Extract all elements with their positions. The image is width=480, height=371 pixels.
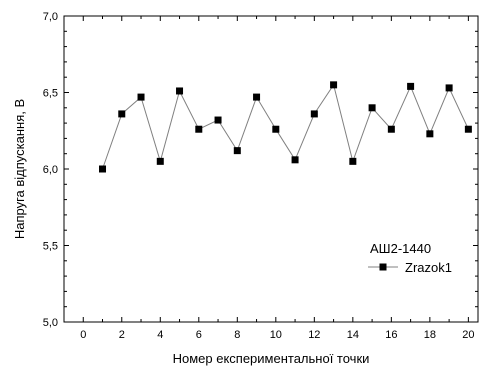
data-point [349,157,357,165]
data-point [445,84,453,92]
data-point [253,93,261,101]
data-point [176,87,184,95]
series-line [102,83,469,170]
data-point [99,165,107,173]
data-point [368,104,376,112]
x-tick-label: 2 [119,329,125,341]
series-layer [99,81,472,173]
x-tick-label: 16 [385,329,397,341]
data-point [310,110,318,118]
data-point [426,130,434,138]
x-tick-label: 6 [196,329,202,341]
tick-labels: 0 2 4 6 8 10 12 14 16 18 20 5,0 5,5 6,0 6,5 7,0 [43,11,475,341]
data-point [387,125,395,133]
data-point [464,125,472,133]
data-point [291,156,299,164]
x-tick-label: 12 [308,329,320,341]
x-tick-label: 0 [80,329,86,341]
legend-entry-zrazok1: Zrazok1 [405,260,452,275]
data-point [272,125,280,133]
y-tick-label: 5,5 [43,241,58,253]
data-point [214,116,222,124]
x-tick-label: 14 [347,329,359,341]
x-tick-label: 20 [462,329,474,341]
x-tick-label: 8 [234,329,240,341]
axis-ticks [63,15,478,323]
data-point [407,82,415,90]
legend-title: АШ2-1440 [370,241,431,256]
y-tick-label: 6,0 [43,164,58,176]
x-tick-label: 18 [424,329,436,341]
x-axis-title: Номер експериментальної точки [173,351,370,366]
y-tick-label: 5,0 [43,317,58,329]
legend-marker [379,263,387,271]
x-tick-label: 4 [157,329,163,341]
data-point [330,81,338,89]
y-tick-label: 6,5 [43,88,58,100]
data-point [195,125,203,133]
data-point [233,147,241,155]
x-tick-label: 10 [270,329,282,341]
legend: АШ2-1440 Zrazok1 [368,241,452,275]
y-tick-label: 7,0 [43,11,58,23]
data-point [118,110,126,118]
plot-frame [63,15,479,323]
data-point [156,157,164,165]
y-axis-title: Напруга відпускання, В [12,99,27,239]
data-point [137,93,145,101]
